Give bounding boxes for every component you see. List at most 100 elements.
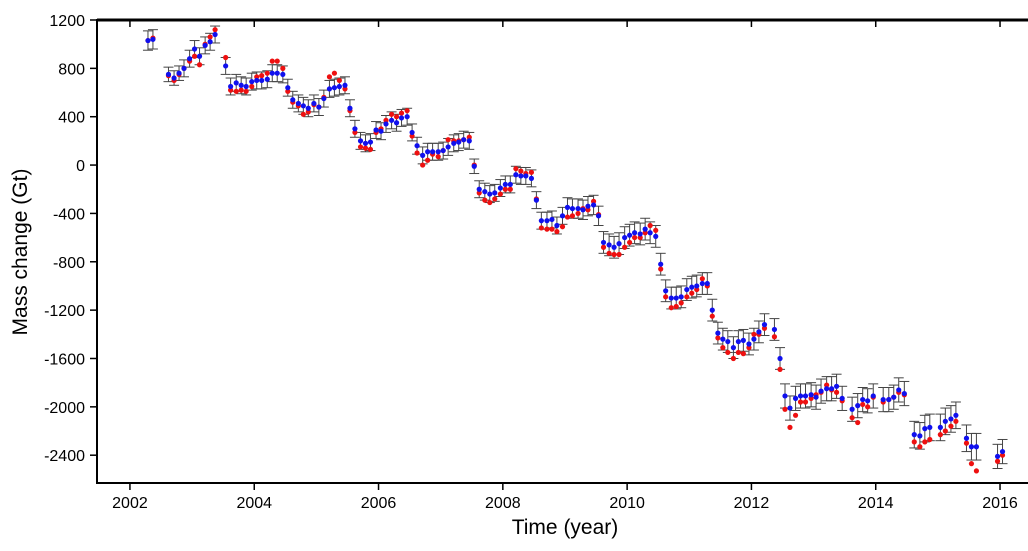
x-tick-label: 2012 [734,495,770,512]
point [994,458,1001,464]
point [922,439,928,445]
point [425,157,431,163]
point [326,74,333,80]
point [471,163,477,169]
point [352,126,358,132]
point [948,416,954,422]
point [544,218,550,224]
point [305,105,311,111]
x-tick-label: 2016 [982,495,1018,512]
point [833,389,840,395]
point [274,70,280,76]
point [668,305,674,311]
point [622,244,628,250]
point [393,114,400,120]
point [653,233,659,239]
point [606,250,612,256]
point [973,468,980,474]
point [559,224,566,230]
point [378,128,384,134]
point [585,203,591,209]
point [927,424,933,430]
point [590,198,597,204]
point [860,401,866,408]
point [559,213,566,219]
point [476,190,482,196]
x-tick-label: 2008 [485,495,521,512]
point [886,396,892,403]
point [502,181,508,188]
point [730,345,737,351]
point [414,143,420,149]
y-tick-label: 400 [58,110,85,127]
point [942,428,948,434]
point [616,251,622,258]
point [316,104,322,110]
point [855,403,861,409]
point [461,137,467,143]
point [518,168,524,174]
point [398,115,405,121]
point [269,58,275,64]
point [911,439,917,445]
y-tick-label: -400 [53,206,85,223]
x-tick-label: 2014 [858,495,894,512]
point [528,175,535,181]
point [942,418,948,424]
point [492,190,498,196]
point [352,129,358,136]
point [735,338,741,345]
point [425,149,431,155]
point [689,290,695,296]
point [549,226,555,232]
point [367,139,374,145]
point [663,294,669,300]
point [792,412,799,418]
point [730,355,737,362]
point [347,105,353,111]
point [658,266,664,272]
point [658,261,664,267]
point [564,204,571,210]
point [165,71,172,77]
point [684,286,690,293]
point [497,185,503,191]
point [409,129,415,136]
point [678,294,684,300]
point [554,222,560,229]
point [590,202,597,208]
point [917,433,923,439]
point [824,382,830,388]
point [456,139,462,145]
point [813,394,819,400]
point [264,70,270,76]
point [994,453,1001,460]
point [595,213,602,219]
point [870,393,876,399]
point [631,234,638,241]
point [362,140,369,146]
point [331,70,338,76]
point [326,86,333,92]
point [171,75,177,81]
point [673,295,679,301]
point [357,144,364,150]
point [533,197,539,203]
point [207,39,213,45]
point [756,329,762,335]
point [922,426,928,432]
point [280,65,286,71]
point [466,138,472,144]
point [808,392,814,398]
point [487,191,493,197]
point [398,110,405,116]
point [254,77,260,84]
point [839,395,845,401]
point [321,95,327,102]
point [440,147,446,154]
point [523,173,529,179]
point [725,338,731,345]
point [367,146,374,152]
point [891,394,897,400]
